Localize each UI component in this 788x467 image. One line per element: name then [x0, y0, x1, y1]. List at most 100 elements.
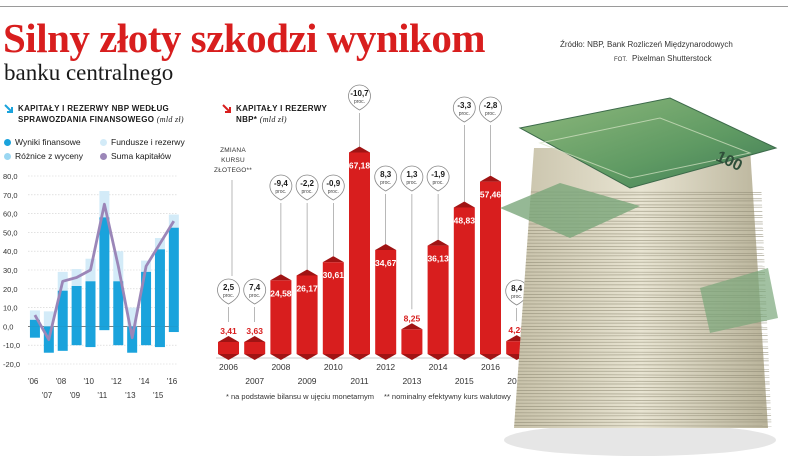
banknote-edge-line [516, 393, 771, 395]
right-value-label: 3,63 [246, 326, 263, 336]
left-y-tick-label: -10,0 [3, 341, 20, 350]
right-bar [322, 262, 344, 354]
banknote-edge-line [526, 252, 765, 254]
right-value-label: 30,61 [323, 270, 345, 280]
left-y-tick-label: 40,0 [3, 247, 18, 256]
right-bar-top [453, 201, 475, 208]
pct-suffix-label: proc. [406, 180, 417, 186]
pct-pin [479, 96, 502, 123]
right-bar-top [349, 146, 370, 153]
left-x-tick-label: '08 [56, 377, 67, 386]
right-bar-top [322, 256, 344, 263]
left-y-tick-label: -20,0 [3, 360, 20, 369]
pct-value-label: 1,3 [406, 170, 418, 179]
banknote-edge-line [516, 386, 770, 389]
banknote-edge-line [520, 338, 768, 341]
left-bar-roznice [71, 326, 82, 346]
left-bar-roznice [113, 326, 124, 346]
right-chart-unit: (mld zł) [259, 115, 287, 124]
pct-suffix-label: proc. [459, 111, 470, 117]
pct-value-label: -2,8 [484, 101, 498, 110]
left-y-tick-label: 70,0 [3, 191, 18, 200]
left-y-tick-label: 50,0 [3, 228, 18, 237]
pct-pin [321, 174, 345, 201]
pct-suffix-label: proc. [433, 180, 444, 186]
right-bar-bottom [270, 354, 292, 360]
left-y-tick-label: 20,0 [3, 285, 18, 294]
legend-item-suma: Suma kapitałów [100, 151, 171, 161]
right-x-tick-label: 2017 [507, 376, 526, 386]
pct-pin [400, 165, 424, 192]
right-bar-bottom [453, 354, 475, 360]
pct-value-label: 2,5 [223, 283, 235, 292]
banknote-edge-line [514, 418, 772, 421]
right-bar [244, 342, 266, 354]
pct-pin [348, 84, 371, 111]
right-x-tick-label: 2014 [429, 362, 448, 372]
photo-credit-text: Pixelman Shutterstock [632, 54, 712, 63]
right-bar-bottom [480, 354, 501, 360]
page-title: Silny złoty szkodzi wynikom [3, 15, 485, 61]
right-bar-top [375, 243, 397, 250]
legend-label-suma: Suma kapitałów [111, 151, 172, 161]
right-bar-bottom [349, 354, 370, 360]
left-x-tick-label: '15 [153, 391, 164, 400]
left-bar-roznice [29, 326, 40, 338]
left-bar-roznice [99, 326, 110, 331]
banknote-edge-line [515, 399, 771, 402]
pct-value-label: -2,2 [300, 179, 314, 188]
pct-value-label: -10,7 [350, 89, 369, 98]
left-bar-roznice [154, 326, 165, 348]
photo-label: FOT. [614, 57, 627, 63]
banknote-edge-line [515, 412, 771, 414]
left-x-tick-label: '12 [111, 377, 122, 386]
left-bar-wyniki [29, 319, 40, 327]
pct-pin [452, 96, 476, 123]
left-bar-wyniki [99, 217, 110, 327]
right-bar-bottom [375, 354, 397, 360]
right-value-label: 3,41 [220, 326, 237, 336]
page-subtitle: banku centralnego [4, 60, 174, 85]
pct-suffix-label: proc. [354, 99, 365, 105]
pct-suffix-label: proc. [302, 189, 313, 195]
right-value-label: 57,46 [480, 190, 502, 200]
right-bar-bottom [244, 354, 266, 360]
right-bar-top [401, 323, 423, 330]
banknote-edge-line [525, 267, 765, 270]
right-value-label: 8,25 [404, 313, 421, 323]
right-value-label: 67,18 [349, 160, 371, 170]
right-bar-top [427, 239, 449, 246]
right-bar-bottom [322, 354, 344, 360]
left-bar-wyniki [154, 249, 165, 327]
legend-swatch-wyniki [4, 139, 11, 146]
right-x-tick-label: 2010 [324, 362, 343, 372]
right-x-tick-label: 2016 [481, 362, 500, 372]
footnote-2: ** nominalny efektywny kurs walutowy [384, 392, 511, 401]
left-x-tick-label: '06 [28, 377, 39, 386]
right-bar-bottom [218, 354, 239, 360]
left-bar-wyniki [168, 227, 179, 327]
top-rule [0, 6, 788, 7]
left-y-tick-label: 10,0 [3, 304, 18, 313]
arrow-down-right-icon [4, 104, 13, 113]
footnote-1: * na podstawie bilansu w ujęciu monetarn… [226, 392, 374, 401]
left-x-tick-label: '09 [70, 391, 81, 400]
left-chart-unit: (mld zł) [156, 115, 184, 124]
banknote-edge-line [515, 406, 771, 408]
exchange-rate-annotation: ZMIANA KURSU ZŁOTEGO** [206, 146, 260, 176]
arrow-down-right-red-icon [222, 104, 231, 113]
photo-credit: FOT. Pixelman Shutterstock [614, 54, 712, 63]
right-bar [218, 342, 239, 354]
right-bar-top [270, 274, 292, 281]
left-bar-wyniki [57, 290, 68, 327]
legend-label-fundusze: Fundusze i rezerwy [111, 137, 185, 147]
banknote-edge-line [519, 347, 769, 350]
right-bar [427, 245, 449, 354]
left-bar-roznice [57, 326, 68, 351]
pct-value-label: 8,4 [511, 284, 523, 293]
left-bar-fundusze [127, 307, 138, 327]
banknote-stack-image: 100 [500, 97, 778, 456]
left-y-tick-label: 0,0 [3, 322, 13, 331]
right-value-label: 48,83 [454, 216, 476, 226]
